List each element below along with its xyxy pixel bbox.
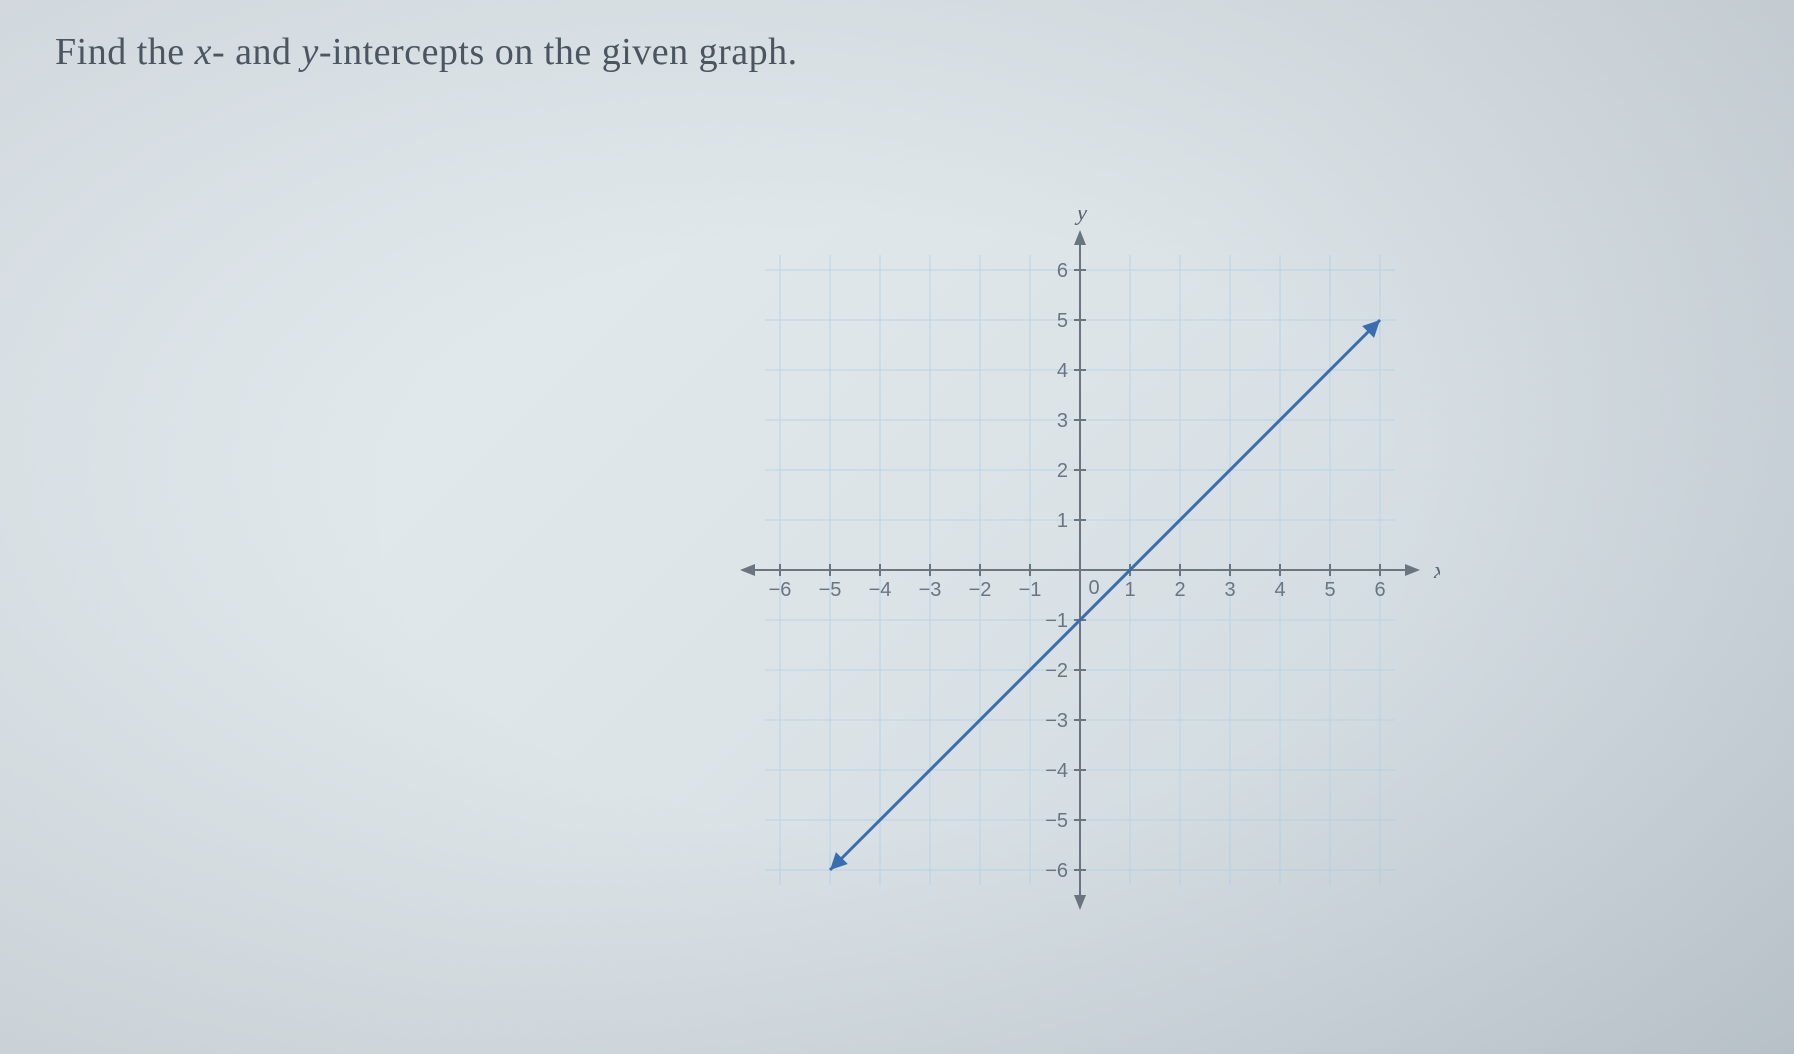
svg-text:6: 6 <box>1374 579 1385 601</box>
svg-text:6: 6 <box>1057 260 1068 282</box>
svg-text:5: 5 <box>1057 310 1068 332</box>
svg-text:−2: −2 <box>969 579 992 601</box>
svg-text:−3: −3 <box>919 579 942 601</box>
data-line <box>830 320 1380 870</box>
svg-text:−5: −5 <box>1045 810 1068 832</box>
svg-text:2: 2 <box>1174 579 1185 601</box>
question-text: Find the x- and y-intercepts on the give… <box>55 30 798 74</box>
svg-text:1: 1 <box>1124 579 1135 601</box>
graph-svg: −6−5−4−3−2−1123456−6−5−4−3−2−11234560 yx <box>720 210 1440 930</box>
svg-text:−4: −4 <box>1045 760 1068 782</box>
svg-text:y: y <box>1075 210 1088 226</box>
q-prefix: Find the <box>55 31 195 73</box>
q-mid2: -intercepts on the given graph. <box>319 31 798 73</box>
q-var-x: x <box>195 31 212 73</box>
svg-text:1: 1 <box>1057 510 1068 532</box>
svg-text:−4: −4 <box>869 579 892 601</box>
coordinate-graph: −6−5−4−3−2−1123456−6−5−4−3−2−11234560 yx <box>720 210 1440 930</box>
svg-text:−1: −1 <box>1019 579 1042 601</box>
svg-text:−6: −6 <box>769 579 792 601</box>
svg-text:−3: −3 <box>1045 710 1068 732</box>
svg-text:4: 4 <box>1274 579 1285 601</box>
q-var-y: y <box>302 31 319 73</box>
svg-text:4: 4 <box>1057 360 1068 382</box>
svg-text:x: x <box>1433 558 1440 584</box>
axes <box>740 230 1420 910</box>
svg-text:0: 0 <box>1088 577 1099 599</box>
svg-text:−5: −5 <box>819 579 842 601</box>
q-mid1: - and <box>212 31 302 73</box>
svg-text:3: 3 <box>1224 579 1235 601</box>
svg-text:2: 2 <box>1057 460 1068 482</box>
svg-text:−1: −1 <box>1045 610 1068 632</box>
svg-text:−6: −6 <box>1045 860 1068 882</box>
svg-text:5: 5 <box>1324 579 1335 601</box>
axis-labels: yx <box>1075 210 1440 584</box>
svg-text:3: 3 <box>1057 410 1068 432</box>
svg-text:−2: −2 <box>1045 660 1068 682</box>
